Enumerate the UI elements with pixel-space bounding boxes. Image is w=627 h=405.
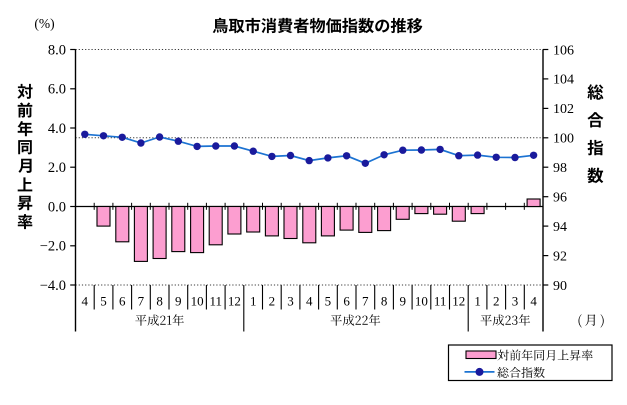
svg-text:3: 3 <box>512 293 519 308</box>
svg-text:3: 3 <box>287 293 294 308</box>
svg-text:106: 106 <box>553 43 574 58</box>
svg-text:1: 1 <box>250 293 257 308</box>
svg-text:12: 12 <box>228 293 241 308</box>
svg-text:104: 104 <box>553 73 574 88</box>
svg-text:2: 2 <box>269 293 276 308</box>
svg-text:6: 6 <box>119 293 126 308</box>
svg-text:96: 96 <box>553 191 567 206</box>
svg-text:5: 5 <box>325 293 332 308</box>
svg-text:10: 10 <box>191 293 204 308</box>
svg-text:8.0: 8.0 <box>48 42 66 58</box>
svg-text:102: 102 <box>553 102 574 117</box>
svg-text:90: 90 <box>553 279 567 294</box>
svg-text:8: 8 <box>156 293 163 308</box>
svg-text:10: 10 <box>415 293 428 308</box>
svg-text:4: 4 <box>306 293 313 308</box>
svg-text:2.0: 2.0 <box>48 160 66 176</box>
svg-text:6.0: 6.0 <box>48 82 66 98</box>
svg-text:5: 5 <box>100 293 107 308</box>
svg-text:7: 7 <box>362 293 369 308</box>
svg-text:12: 12 <box>452 293 465 308</box>
svg-text:1: 1 <box>474 293 481 308</box>
svg-text:4: 4 <box>82 293 89 308</box>
svg-text:7: 7 <box>138 293 145 308</box>
svg-text:100: 100 <box>553 132 574 147</box>
svg-text:4.0: 4.0 <box>48 121 66 137</box>
svg-text:2: 2 <box>493 293 500 308</box>
svg-text:98: 98 <box>553 161 567 176</box>
svg-text:9: 9 <box>400 293 407 308</box>
svg-text:9: 9 <box>175 293 182 308</box>
svg-text:11: 11 <box>434 293 447 308</box>
svg-text:0.0: 0.0 <box>48 199 66 215</box>
svg-text:(%): (%) <box>34 16 54 31</box>
svg-text:−4.0: −4.0 <box>40 278 66 294</box>
svg-text:94: 94 <box>553 220 567 235</box>
svg-text:−2.0: −2.0 <box>40 239 66 255</box>
svg-text:11: 11 <box>210 293 223 308</box>
svg-text:92: 92 <box>553 249 567 264</box>
svg-text:6: 6 <box>343 293 350 308</box>
svg-text:8: 8 <box>381 293 388 308</box>
svg-text:4: 4 <box>530 293 537 308</box>
